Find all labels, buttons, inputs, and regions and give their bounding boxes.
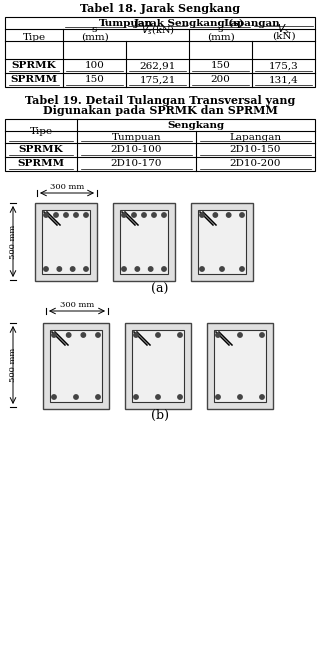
Text: 2D10-200: 2D10-200 (230, 160, 281, 168)
Circle shape (44, 213, 48, 217)
Circle shape (200, 267, 204, 271)
Circle shape (84, 213, 88, 217)
Circle shape (238, 333, 242, 337)
Text: 2D10-170: 2D10-170 (111, 160, 162, 168)
Bar (43, 323, 109, 409)
Text: 150: 150 (211, 62, 230, 70)
Circle shape (135, 267, 140, 271)
Text: 2D10-150: 2D10-150 (230, 145, 281, 154)
Text: s: s (218, 26, 223, 35)
Circle shape (178, 395, 182, 399)
Circle shape (64, 213, 68, 217)
Text: (mm): (mm) (207, 32, 234, 41)
Text: 150: 150 (84, 76, 104, 85)
Circle shape (70, 267, 75, 271)
Circle shape (54, 213, 58, 217)
Circle shape (96, 333, 100, 337)
Circle shape (213, 213, 218, 217)
Text: (kN): (kN) (272, 32, 295, 41)
Circle shape (260, 333, 264, 337)
Circle shape (96, 395, 100, 399)
Circle shape (122, 267, 126, 271)
Bar (113, 203, 175, 281)
Text: SPRMM: SPRMM (11, 76, 58, 85)
Bar (120, 210, 168, 274)
Circle shape (81, 333, 85, 337)
Circle shape (44, 267, 48, 271)
Circle shape (134, 333, 138, 337)
Text: 300 mm: 300 mm (60, 301, 94, 309)
Text: 200: 200 (211, 76, 230, 85)
Bar (198, 210, 246, 274)
Circle shape (52, 333, 56, 337)
Text: SPRMK: SPRMK (12, 62, 56, 70)
Circle shape (200, 213, 204, 217)
Circle shape (67, 333, 71, 337)
Bar (35, 203, 97, 281)
Bar (5, 119, 315, 171)
Bar (214, 330, 266, 402)
Bar (191, 203, 253, 281)
Text: (a): (a) (151, 283, 169, 296)
Circle shape (74, 395, 78, 399)
Text: Tipe: Tipe (29, 127, 52, 135)
Text: 500 mm: 500 mm (9, 225, 17, 259)
Circle shape (74, 213, 78, 217)
Circle shape (52, 395, 56, 399)
Circle shape (216, 395, 220, 399)
Text: Sengkang: Sengkang (167, 120, 225, 129)
Text: Tabel 18. Jarak Sengkang: Tabel 18. Jarak Sengkang (80, 3, 240, 14)
Text: (mm): (mm) (81, 32, 108, 41)
Text: s: s (92, 26, 97, 35)
Circle shape (134, 395, 138, 399)
Text: (b): (b) (151, 409, 169, 422)
Text: Lapangan: Lapangan (224, 20, 280, 28)
Text: 100: 100 (84, 62, 104, 70)
Circle shape (122, 213, 126, 217)
Circle shape (142, 213, 146, 217)
Circle shape (238, 395, 242, 399)
Bar (42, 210, 90, 274)
Circle shape (240, 267, 244, 271)
Bar (125, 323, 191, 409)
Circle shape (148, 267, 153, 271)
Circle shape (260, 395, 264, 399)
Circle shape (227, 213, 231, 217)
Text: SPRMM: SPRMM (17, 160, 65, 168)
Circle shape (240, 213, 244, 217)
Text: 175,3: 175,3 (268, 62, 298, 70)
Text: Tumpuan: Tumpuan (99, 20, 153, 28)
Text: 175,21: 175,21 (139, 76, 176, 85)
Text: 262,91: 262,91 (139, 62, 176, 70)
Circle shape (156, 395, 160, 399)
Circle shape (57, 267, 61, 271)
Circle shape (220, 267, 224, 271)
Text: 131,4: 131,4 (268, 76, 298, 85)
Bar (132, 330, 184, 402)
Circle shape (162, 267, 166, 271)
Text: 300 mm: 300 mm (50, 183, 84, 191)
Text: $V_s$(kN): $V_s$(kN) (140, 23, 174, 37)
Text: Jarak Sengkang (s): Jarak Sengkang (s) (133, 18, 244, 28)
Text: 2D10-100: 2D10-100 (111, 145, 162, 154)
Text: Tabel 19. Detail Tulangan Transversal yang: Tabel 19. Detail Tulangan Transversal ya… (25, 95, 295, 106)
Text: SPRMK: SPRMK (19, 145, 63, 154)
Text: $V_s$: $V_s$ (277, 22, 290, 36)
Circle shape (162, 213, 166, 217)
Text: Tipe: Tipe (22, 34, 45, 43)
Text: Lapangan: Lapangan (229, 133, 282, 141)
Bar (50, 330, 102, 402)
Circle shape (132, 213, 136, 217)
Circle shape (156, 333, 160, 337)
Text: Tumpuan: Tumpuan (112, 133, 161, 141)
Bar (5, 17, 315, 87)
Circle shape (152, 213, 156, 217)
Circle shape (216, 333, 220, 337)
Bar (207, 323, 273, 409)
Text: 500 mm: 500 mm (9, 348, 17, 382)
Text: Digunakan pada SPRMK dan SPRMM: Digunakan pada SPRMK dan SPRMM (43, 106, 277, 116)
Circle shape (178, 333, 182, 337)
Circle shape (84, 267, 88, 271)
